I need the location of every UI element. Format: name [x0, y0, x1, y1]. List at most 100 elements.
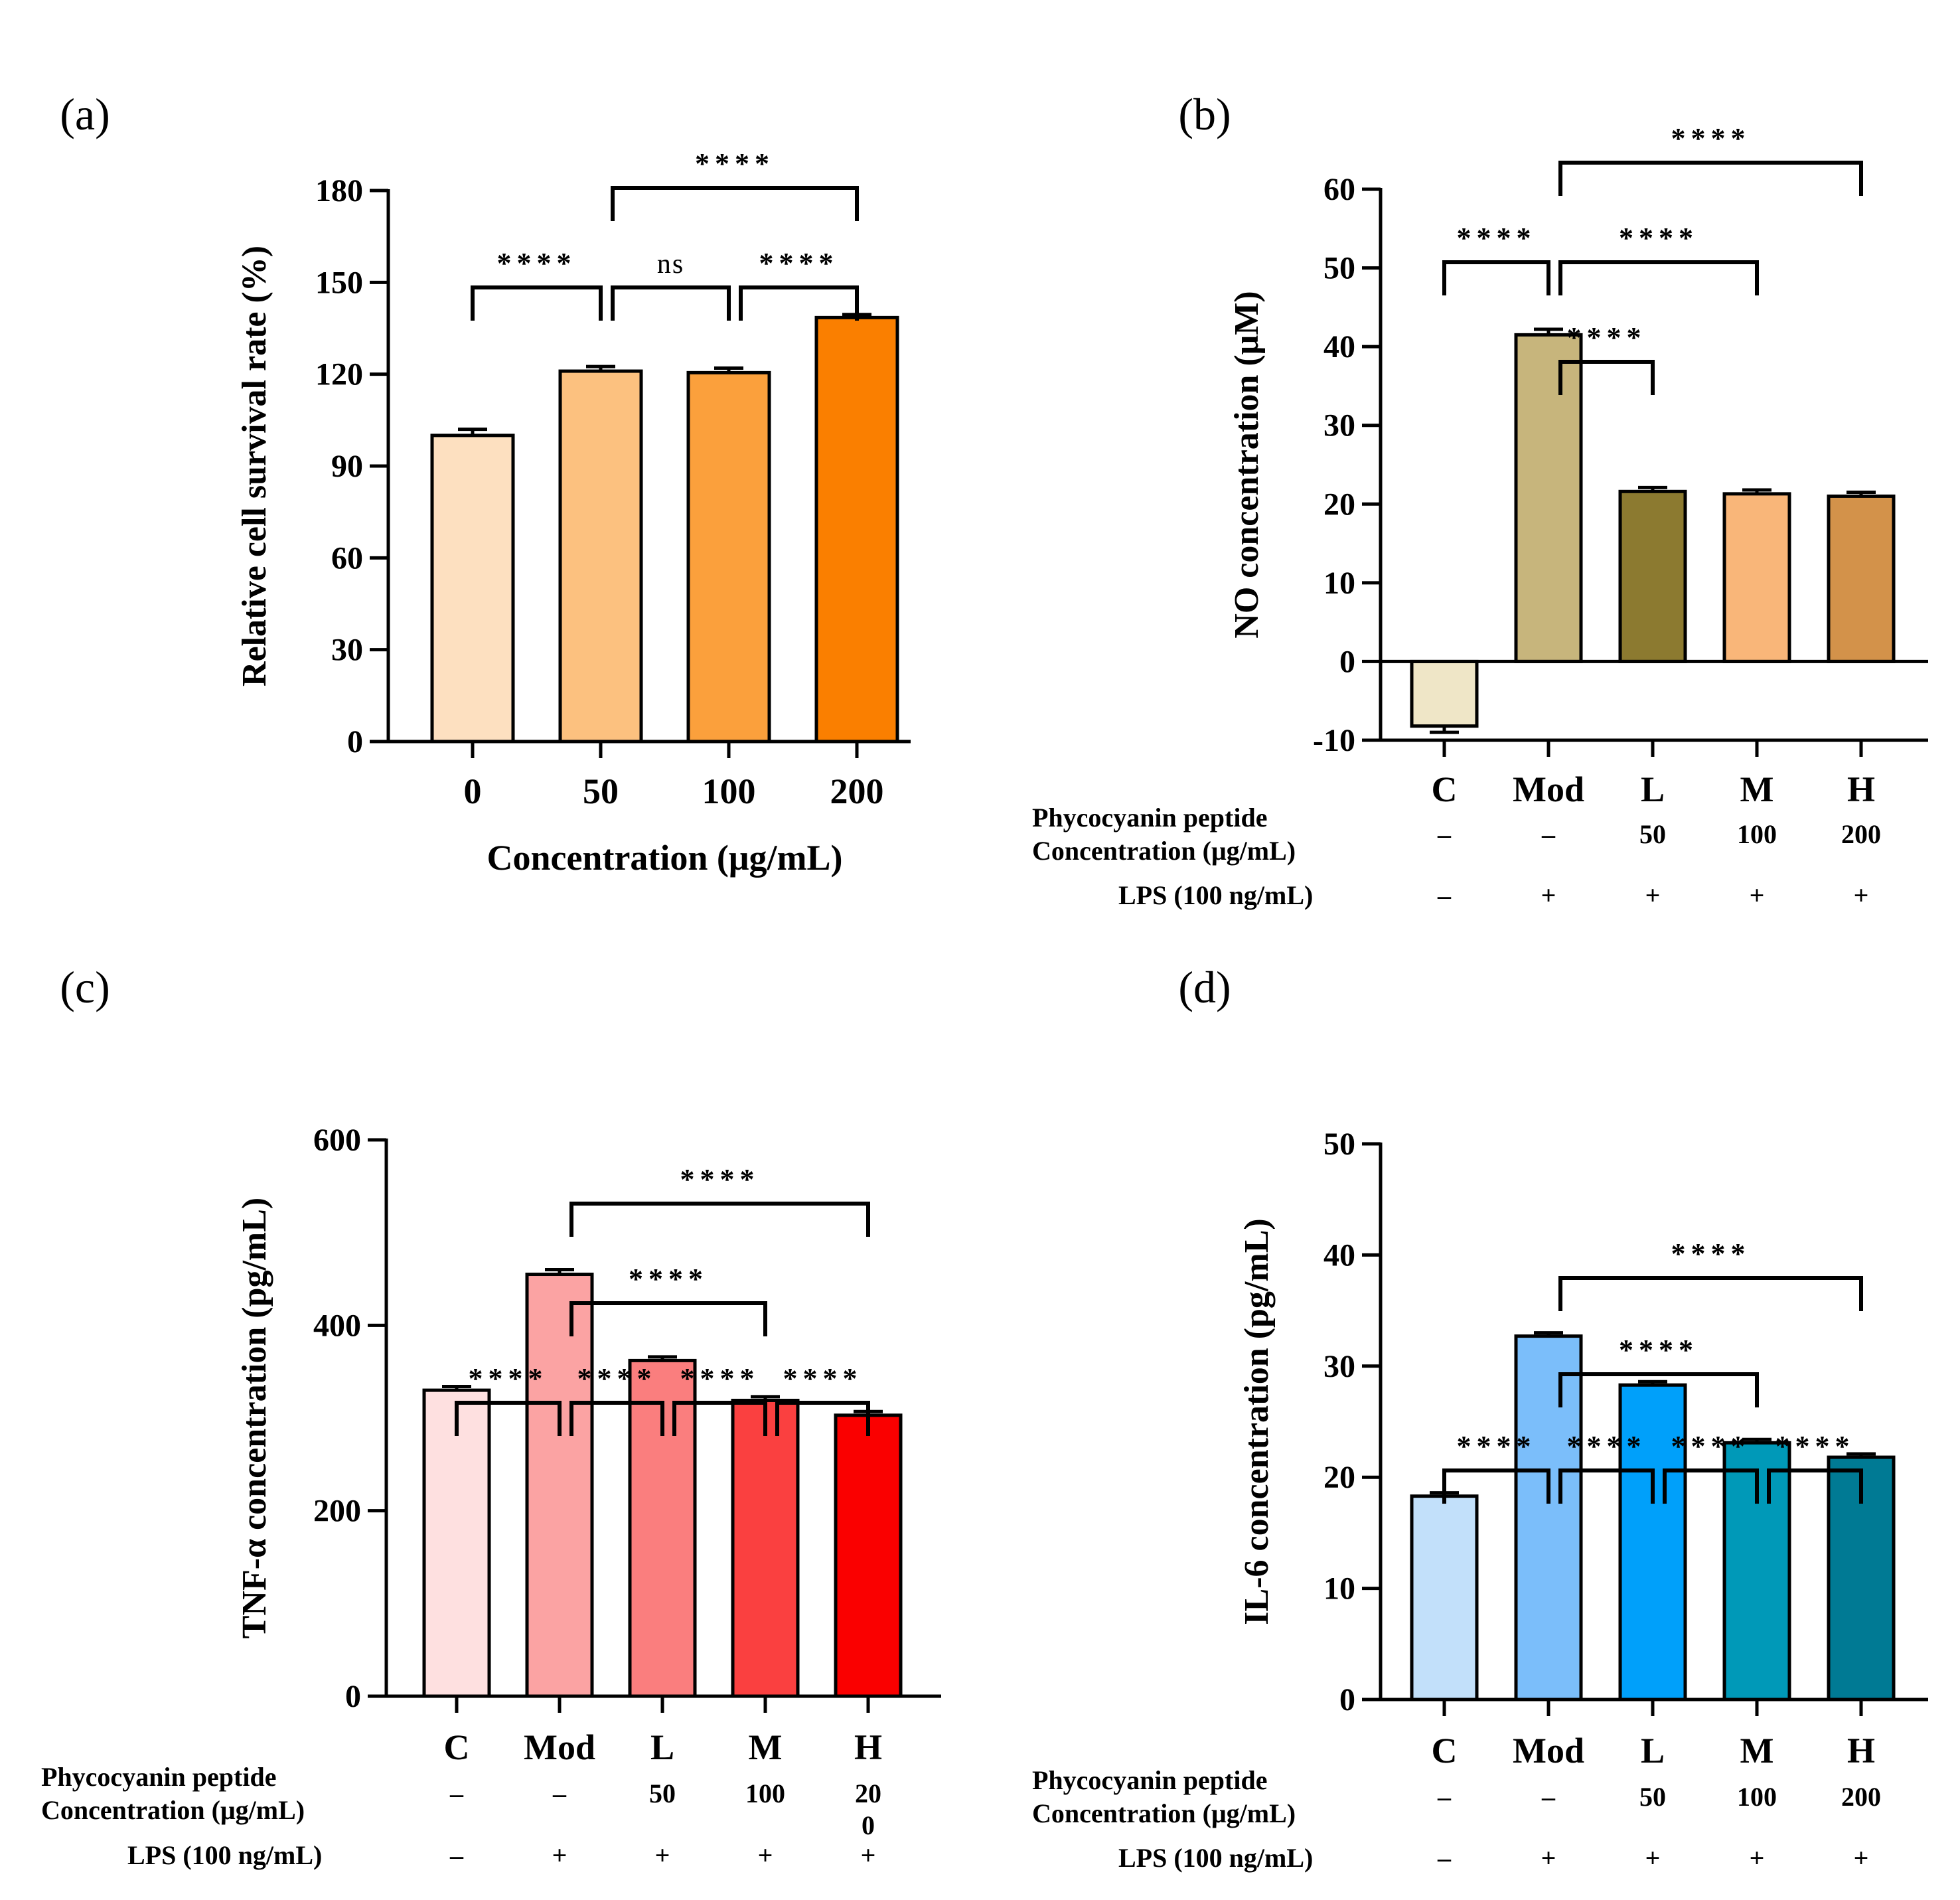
significance-label: ****	[1619, 222, 1698, 254]
bar	[731, 1398, 800, 1698]
category-label: M	[1740, 769, 1774, 809]
significance-label: ****	[1619, 1334, 1698, 1366]
panel-b: (b) -10 0 10 20 30 40 50 60 C Mod L M H NO concentrati…	[1032, 89, 1928, 910]
row-label-peptide: Concentration (μg/mL)	[1032, 1798, 1296, 1828]
bar	[1410, 659, 1479, 728]
y-tick-label: 180	[315, 173, 363, 208]
row-value-lps: +	[1750, 1843, 1765, 1873]
significance-label: ****	[1671, 122, 1751, 155]
row-value-peptide: 200	[1841, 1782, 1881, 1812]
y-tick-label: 40	[1323, 329, 1355, 364]
category-label: 0	[464, 771, 482, 811]
bar	[686, 370, 771, 744]
significance-label: ****	[469, 1362, 548, 1395]
y-tick-label: 60	[1323, 172, 1355, 207]
significance-bracket	[569, 1202, 870, 1237]
y-axis-label: NO concentration (μM)	[1228, 291, 1266, 638]
row-value-peptide: –	[1437, 1782, 1452, 1812]
row-label-lps: LPS (100 ng/mL)	[127, 1840, 322, 1870]
significance-label: ****	[1457, 1430, 1537, 1463]
y-tick-label: 600	[313, 1123, 361, 1158]
significance-label: ****	[783, 1362, 863, 1395]
row-value-peptide: 200	[1841, 819, 1881, 849]
significance-bracket	[1558, 360, 1655, 395]
bar	[430, 434, 515, 744]
panel-label: (a)	[60, 89, 110, 139]
bar	[814, 315, 899, 744]
row-value-lps: +	[1645, 1843, 1661, 1873]
row-value-lps: +	[655, 1840, 670, 1870]
category-label: L	[1641, 1731, 1665, 1771]
significance-bracket	[739, 285, 859, 321]
significance-bracket	[1442, 260, 1550, 295]
y-tick-label: 20	[1323, 487, 1355, 522]
y-tick-label: 60	[331, 540, 363, 576]
panel-label: (b)	[1178, 89, 1231, 139]
bar	[525, 1273, 594, 1698]
row-value-lps: –	[449, 1840, 464, 1870]
significance-bracket	[1558, 260, 1759, 295]
row-value-peptide: –	[1437, 819, 1452, 849]
bar	[1618, 1383, 1687, 1702]
row-value-lps: +	[1541, 1843, 1556, 1873]
y-axis-label: TNF-α concentration (pg/mL)	[236, 1198, 273, 1639]
significance-label: ****	[497, 247, 577, 279]
row-value-peptide: 100	[1737, 819, 1777, 849]
row-label-peptide: Phycocyanin peptide	[1032, 1765, 1267, 1795]
y-tick-label: 200	[313, 1494, 361, 1529]
row-value-lps: +	[1541, 880, 1556, 910]
significance-label: ****	[1457, 222, 1537, 254]
y-tick-label: 10	[1323, 566, 1355, 601]
y-tick-label: 120	[315, 357, 363, 392]
significance-bracket	[1767, 1468, 1863, 1504]
row-label-lps: LPS (100 ng/mL)	[1118, 1843, 1313, 1873]
bar	[1514, 333, 1583, 663]
bar	[1827, 494, 1896, 663]
category-label: Mod	[1513, 769, 1584, 809]
bar	[422, 1388, 491, 1698]
significance-bracket	[569, 1301, 767, 1336]
panel-a: (a) 0 30 60 90 120 150 180 0 50 100 200 Relative cel…	[60, 89, 911, 878]
significance-label: ****	[1567, 1430, 1647, 1463]
significance-label: ****	[680, 1163, 760, 1196]
category-label: Mod	[1513, 1731, 1584, 1771]
bar	[1514, 1334, 1583, 1702]
category-label: L	[1641, 769, 1665, 809]
category-label: 200	[830, 771, 884, 811]
row-label-lps: LPS (100 ng/mL)	[1118, 880, 1313, 910]
bar	[1410, 1494, 1479, 1702]
y-tick-label: 30	[331, 633, 363, 668]
significance-label: ns	[657, 249, 684, 279]
significance-label: ****	[1567, 321, 1647, 354]
category-label: H	[1847, 769, 1875, 809]
row-value-lps: +	[758, 1840, 773, 1870]
category-label: C	[444, 1727, 470, 1767]
category-label: H	[854, 1727, 882, 1767]
significance-label: ****	[1671, 1430, 1751, 1463]
panel-d: (d) 0 10 20 30 40 50 C Mod L M H IL-6 concentration …	[1032, 962, 1928, 1873]
row-value-lps: +	[861, 1840, 876, 1870]
significance-label: ****	[1775, 1430, 1855, 1463]
category-label: H	[1847, 1731, 1875, 1771]
significance-bracket	[611, 285, 731, 321]
y-tick-label: 30	[1323, 408, 1355, 443]
significance-bracket	[569, 1401, 664, 1436]
y-tick-label: 0	[1339, 1682, 1355, 1717]
row-value-peptide: 50	[1639, 1782, 1666, 1812]
y-tick-label: 20	[1323, 1460, 1355, 1495]
y-tick-label: 0	[345, 1679, 361, 1714]
y-tick-label: 30	[1323, 1349, 1355, 1384]
row-value-lps: +	[1750, 880, 1765, 910]
significance-bracket	[775, 1401, 870, 1436]
significance-bracket	[1558, 161, 1863, 196]
row-value-lps: +	[1854, 880, 1869, 910]
significance-bracket	[611, 186, 859, 221]
y-tick-label: 90	[331, 449, 363, 484]
row-value-peptide: –	[1541, 819, 1556, 849]
row-value-peptide: –	[1541, 1782, 1556, 1812]
y-axis-label: Relative cell survival rate (%)	[236, 246, 273, 686]
y-tick-label: 150	[315, 265, 363, 300]
significance-bracket	[1663, 1468, 1759, 1504]
